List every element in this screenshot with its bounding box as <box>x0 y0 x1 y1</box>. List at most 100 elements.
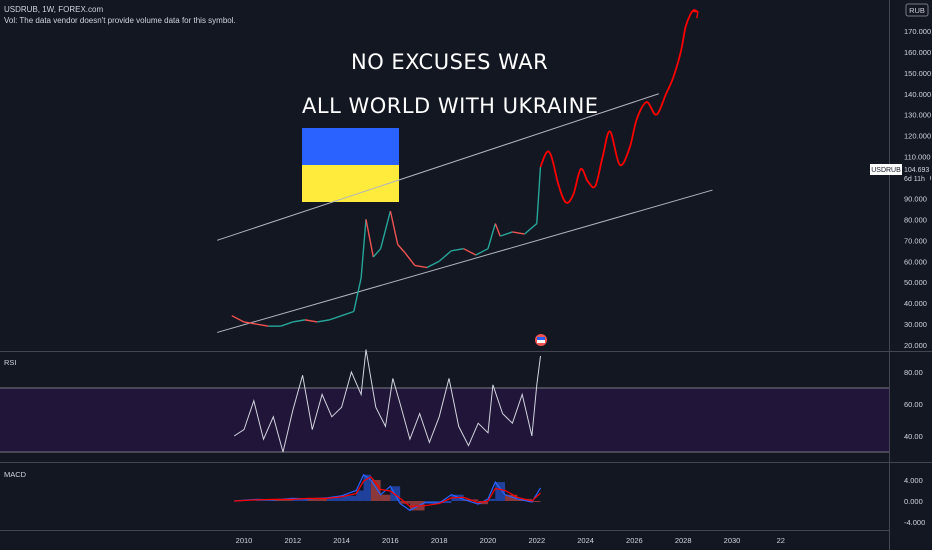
macd-histogram-bar <box>531 501 541 503</box>
annotation-line-1: NO EXCUSES WAR <box>351 50 549 74</box>
price-segment <box>341 310 355 317</box>
price-segment <box>524 223 538 235</box>
price-axis-tick: 110.000 <box>904 153 931 162</box>
macd-histogram-bar <box>380 494 391 501</box>
projection-curve[interactable] <box>539 9 699 204</box>
price-axis-tick: 70.000 <box>904 236 927 245</box>
currency-badge[interactable]: RUB <box>905 3 929 17</box>
rsi-band-layer <box>0 387 889 453</box>
time-axis-tick: 2012 <box>284 536 301 545</box>
channel-lower-line[interactable] <box>217 189 713 333</box>
price-axis-tick: 170.000 <box>904 27 931 36</box>
price-axis-tick: 150.000 <box>904 69 931 78</box>
currency-badge-text: RUB <box>909 6 925 15</box>
price-segment <box>231 315 245 323</box>
projection-arrow-head <box>691 10 699 19</box>
price-axis-tick: 50.000 <box>904 278 927 287</box>
rsi-title: RSI <box>4 358 17 367</box>
macd-histogram-bar <box>273 499 293 501</box>
price-axis-tick: 80.000 <box>904 215 927 224</box>
price-segment <box>317 319 330 323</box>
macd-histogram-bar <box>356 490 364 501</box>
price-segment <box>414 264 428 269</box>
price-layer <box>231 9 699 327</box>
price-axis-tick: 130.000 <box>904 111 931 120</box>
chart-header: USDRUB, 1W, FOREX.com Vol: The data vend… <box>4 4 236 26</box>
macd-histogram-bar <box>424 501 440 503</box>
price-axis-tick: 120.000 <box>904 132 931 141</box>
price-segment <box>280 321 294 327</box>
macd-histogram-bar <box>341 495 357 501</box>
time-axis-tick: 2020 <box>480 536 497 545</box>
rsi-line <box>233 349 541 453</box>
time-axis-tick: 22 <box>777 536 785 545</box>
macd-histogram-bar <box>390 486 401 501</box>
price-segment <box>292 319 306 323</box>
macd-line <box>234 473 542 512</box>
macd-histogram-bar <box>363 474 371 501</box>
price-countdown-text: 6d 11h <box>904 176 925 183</box>
signal-line <box>234 476 541 507</box>
price-symbol-box <box>870 164 902 175</box>
time-axis-tick: 2016 <box>382 536 399 545</box>
rsi-band <box>0 388 889 452</box>
macd-title: MACD <box>4 470 27 479</box>
macd-histogram-bar <box>307 498 327 501</box>
event-marker-flag-stripe <box>537 340 545 343</box>
price-symbol-text: USDRUB <box>871 167 901 174</box>
price-value-text: 104.693 <box>904 167 929 174</box>
price-segment <box>487 223 496 249</box>
symbol-line: USDRUB, 1W, FOREX.com <box>4 5 104 14</box>
macd-histogram-bar <box>292 498 308 501</box>
price-segment <box>365 219 375 258</box>
price-segment <box>372 248 382 258</box>
time-axis-tick: 2014 <box>333 536 350 545</box>
price-axis-tick: 160.000 <box>904 48 931 57</box>
price-segment <box>494 223 501 237</box>
volume-note: Vol: The data vendor doesn't provide vol… <box>4 16 236 25</box>
price-segment <box>397 244 406 254</box>
macd-axis-tick: 4.000 <box>904 476 923 485</box>
current-price-label: USDRUB 104.693 6d 11h <box>870 164 930 184</box>
price-segment <box>475 248 489 256</box>
price-segment <box>463 248 477 256</box>
price-value-box <box>902 164 930 184</box>
price-segment <box>512 231 525 235</box>
price-segment <box>389 210 399 245</box>
currency-badge-box[interactable] <box>905 3 929 17</box>
price-axis-tick: 30.000 <box>904 320 927 329</box>
price-segment <box>404 252 416 266</box>
price-segment <box>438 250 452 262</box>
price-segment <box>360 219 367 279</box>
macd-axis-tick: 0.000 <box>904 497 923 506</box>
macd-axis-tick: -4.000 <box>904 518 925 527</box>
price-segment <box>243 321 257 325</box>
price-segment <box>536 166 542 224</box>
flag-blue-stripe <box>302 128 399 165</box>
rsi-axis-tick: 40.00 <box>904 432 923 441</box>
channel-upper-line[interactable] <box>217 93 659 241</box>
macd-histogram-bar <box>326 497 342 501</box>
price-segment <box>499 231 513 237</box>
price-segment <box>451 247 464 252</box>
rsi-axis-tick: 80.00 <box>904 368 923 377</box>
time-axis-tick: 2026 <box>626 536 643 545</box>
time-axis-tick: 2010 <box>236 536 253 545</box>
price-axis-tick: 40.000 <box>904 299 927 308</box>
annotation-line-2: ALL WORLD WITH UKRAINE <box>302 94 599 118</box>
macd-histogram-bar <box>370 480 381 501</box>
price-segment <box>426 260 440 269</box>
price-segment <box>304 319 318 323</box>
event-marker[interactable] <box>535 334 547 346</box>
macd-histogram-bar <box>478 501 488 505</box>
price-segment <box>353 277 362 312</box>
macd-histogram-bar <box>495 482 506 501</box>
channel-layer <box>217 93 713 333</box>
event-marker-flag-icon <box>537 337 545 340</box>
time-axis-tick: 2030 <box>724 536 741 545</box>
macd-histogram-bar <box>439 501 452 504</box>
rsi-axis-tick: 60.00 <box>904 400 923 409</box>
price-segment <box>379 210 392 249</box>
rsi-layer <box>233 349 541 453</box>
